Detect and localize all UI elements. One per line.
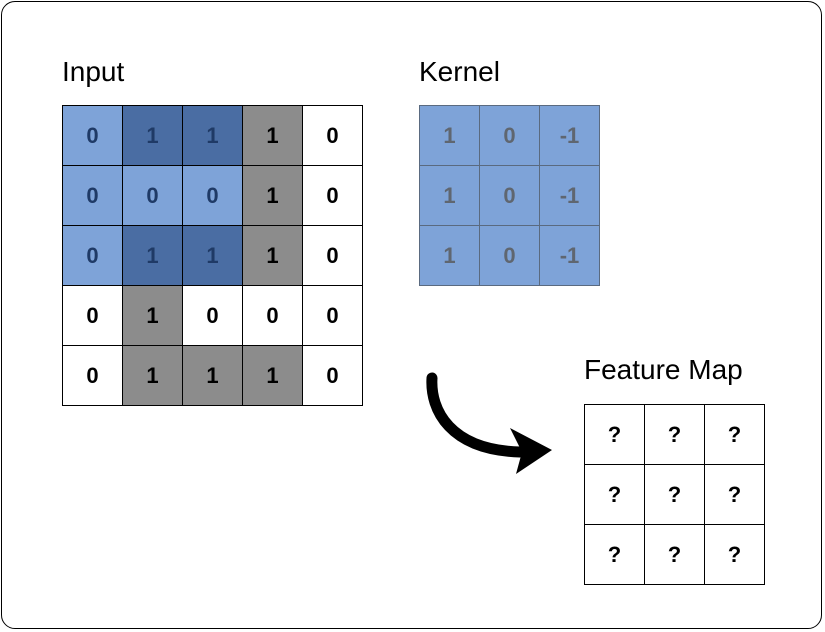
input-title: Input [62, 56, 125, 87]
feature-map-cell: ? [585, 525, 645, 585]
input-cell: 1 [183, 106, 243, 166]
kernel-cell: 0 [480, 226, 540, 286]
input-cell: 1 [243, 166, 303, 226]
feature-map-cell: ? [645, 465, 705, 525]
kernel-cell: 0 [480, 106, 540, 166]
feature-map-cell: ? [645, 525, 705, 585]
input-cell: 0 [303, 106, 363, 166]
kernel-title: Kernel [419, 56, 500, 87]
input-cell: 0 [303, 226, 363, 286]
kernel-cell: 1 [420, 166, 480, 226]
kernel-cell: -1 [540, 106, 600, 166]
kernel-matrix: 1 0 -1 1 0 -1 1 0 -1 [419, 105, 600, 286]
input-cell: 0 [63, 226, 123, 286]
input-cell: 1 [123, 286, 183, 346]
feature-map-cell: ? [705, 525, 765, 585]
input-cell: 0 [63, 286, 123, 346]
input-cell: 1 [123, 346, 183, 406]
kernel-cell: 0 [480, 166, 540, 226]
feature-map-cell: ? [585, 405, 645, 465]
kernel-cell: 1 [420, 106, 480, 166]
input-cell: 1 [123, 226, 183, 286]
input-cell: 0 [123, 166, 183, 226]
input-cell: 0 [183, 166, 243, 226]
input-cell: 1 [243, 106, 303, 166]
input-cell: 0 [183, 286, 243, 346]
input-cell: 1 [123, 106, 183, 166]
input-cell: 0 [303, 286, 363, 346]
feature-map-cell: ? [705, 465, 765, 525]
curved-arrow-icon [426, 372, 552, 474]
feature-map-title: Feature Map [584, 354, 743, 385]
feature-map-cell: ? [705, 405, 765, 465]
input-cell: 1 [243, 226, 303, 286]
input-cell: 1 [183, 226, 243, 286]
input-cell: 0 [63, 106, 123, 166]
input-cell: 0 [243, 286, 303, 346]
kernel-cell: 1 [420, 226, 480, 286]
kernel-cell: -1 [540, 166, 600, 226]
input-cell: 0 [63, 166, 123, 226]
feature-map-cell: ? [585, 465, 645, 525]
feature-map-matrix: ????????? [584, 404, 765, 585]
input-cell: 0 [303, 166, 363, 226]
input-cell: 0 [303, 346, 363, 406]
kernel-cell: -1 [540, 226, 600, 286]
input-cell: 1 [243, 346, 303, 406]
feature-map-cell: ? [645, 405, 705, 465]
input-cell: 0 [63, 346, 123, 406]
input-cell: 1 [183, 346, 243, 406]
